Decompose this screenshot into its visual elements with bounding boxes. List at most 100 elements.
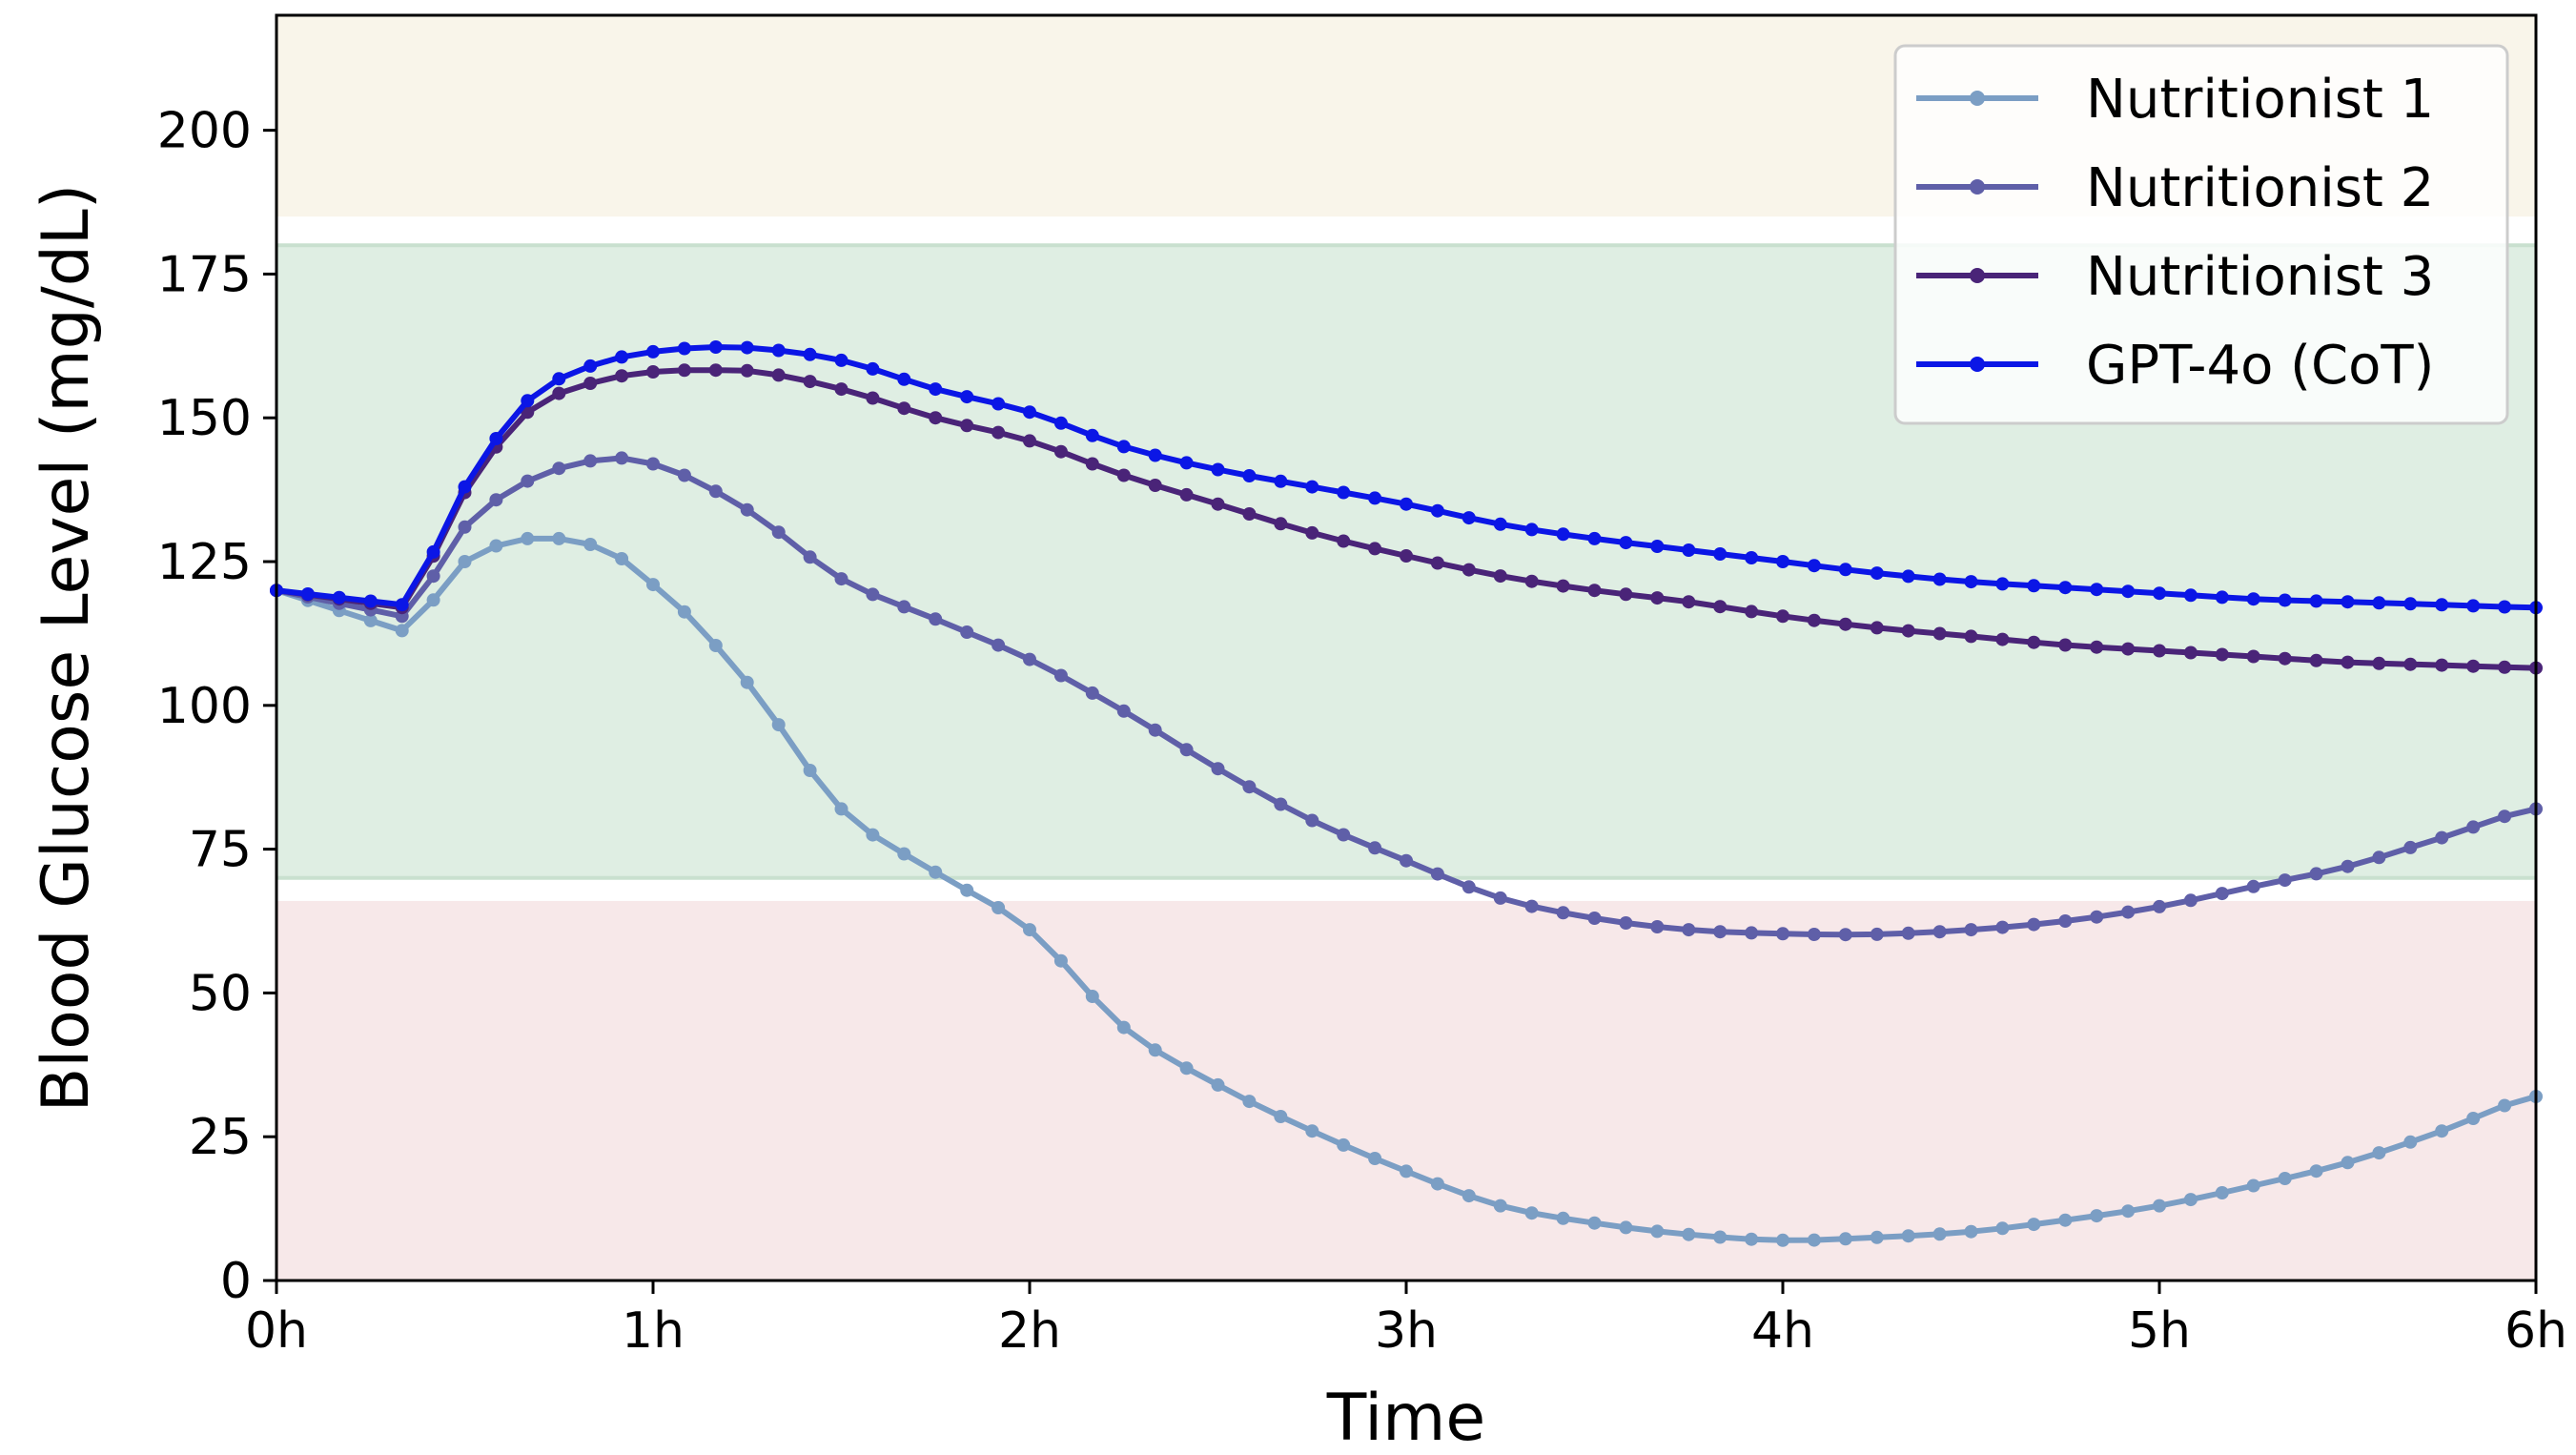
series-point (489, 432, 503, 445)
series-point (1430, 556, 1444, 570)
series-point (2058, 581, 2073, 595)
series-point (1838, 617, 1852, 631)
series-point (1713, 1230, 1728, 1244)
series-point (992, 638, 1006, 652)
series-point (2027, 635, 2041, 649)
series-point (2090, 583, 2104, 597)
series-point (803, 550, 817, 564)
series-point (834, 353, 848, 367)
series-point (1838, 563, 1852, 577)
series-point (960, 625, 974, 639)
series-point (1619, 1220, 1633, 1235)
series-point (1305, 1124, 1319, 1138)
series-point (866, 391, 880, 405)
series-point (1211, 497, 1225, 511)
series-point (1682, 595, 1696, 609)
series-point (1337, 1137, 1351, 1152)
series-point (2278, 1172, 2292, 1185)
y-tick-label: 200 (157, 103, 252, 160)
series-point (960, 390, 974, 404)
series-point (1776, 555, 1789, 568)
series-point (1400, 549, 1413, 563)
x-tick-label: 5h (2128, 1302, 2191, 1360)
series-point (1023, 405, 1036, 420)
y-tick-label: 100 (157, 678, 252, 735)
series-point (2341, 1156, 2355, 1170)
series-point (521, 394, 535, 408)
series-point (2183, 1193, 2198, 1207)
series-point (834, 802, 848, 816)
series-point (2153, 1199, 2166, 1213)
series-point (1524, 574, 1539, 588)
series-point (992, 425, 1006, 440)
series-point (897, 401, 911, 416)
series-point (646, 344, 660, 359)
series-point (1274, 517, 1288, 531)
series-point (1650, 591, 1665, 605)
series-point (1838, 928, 1852, 942)
series-point (1524, 523, 1539, 537)
series-point (1995, 920, 2010, 934)
series-point (2466, 1112, 2481, 1125)
series-point (552, 461, 566, 476)
series-point (2498, 600, 2512, 614)
legend-item: Nutritionist 1 (1916, 69, 2434, 131)
series-point (708, 340, 723, 354)
series-point (1274, 1110, 1288, 1123)
series-point (2341, 655, 2355, 669)
series-point (521, 474, 535, 488)
series-point (992, 901, 1006, 914)
x-tick-label: 4h (1751, 1302, 1814, 1360)
series-point (1023, 434, 1036, 448)
series-point (1682, 1227, 1696, 1241)
series-point (2183, 646, 2198, 660)
series-point (2403, 657, 2418, 671)
series-point (1995, 632, 2010, 646)
legend-marker (1970, 179, 1985, 195)
series-point (2498, 1098, 2512, 1113)
series-point (2466, 599, 2481, 613)
series-point (1116, 704, 1131, 718)
series-point (489, 493, 503, 507)
series-point (1462, 1189, 1476, 1203)
legend-marker (1970, 91, 1985, 106)
series-point (803, 375, 817, 389)
series-point (2153, 899, 2166, 913)
series-point (583, 538, 598, 551)
series-point (1870, 566, 1884, 581)
legend-box (1893, 44, 2509, 425)
series-point (426, 593, 440, 607)
series-point (1838, 1232, 1852, 1246)
series-point (740, 340, 754, 355)
series-point (1462, 511, 1476, 525)
series-point (1650, 1224, 1665, 1239)
series-point (583, 454, 598, 468)
series-point (2183, 588, 2198, 603)
series-point (803, 764, 817, 777)
series-point (521, 531, 535, 545)
series-point (300, 587, 315, 601)
series-point (2215, 647, 2229, 662)
series-point (2278, 593, 2292, 607)
series-point (2246, 649, 2260, 664)
series-point (1053, 416, 1068, 430)
series-point (803, 347, 817, 361)
series-point (1619, 916, 1633, 930)
series-point (1400, 497, 1413, 511)
series-point (1964, 629, 1978, 644)
series-point (1745, 551, 1759, 564)
series-point (1932, 572, 1947, 586)
series-point (677, 363, 691, 378)
series-point (866, 828, 880, 842)
band-low (276, 900, 2536, 1281)
x-tick-label: 2h (998, 1302, 1061, 1360)
series-layer (270, 340, 2543, 1247)
series-point (1682, 923, 1696, 937)
series-point (2121, 584, 2136, 599)
series-point (2435, 658, 2449, 672)
series-point (1242, 780, 1257, 794)
series-point (1870, 927, 1884, 941)
series-point (646, 578, 660, 592)
